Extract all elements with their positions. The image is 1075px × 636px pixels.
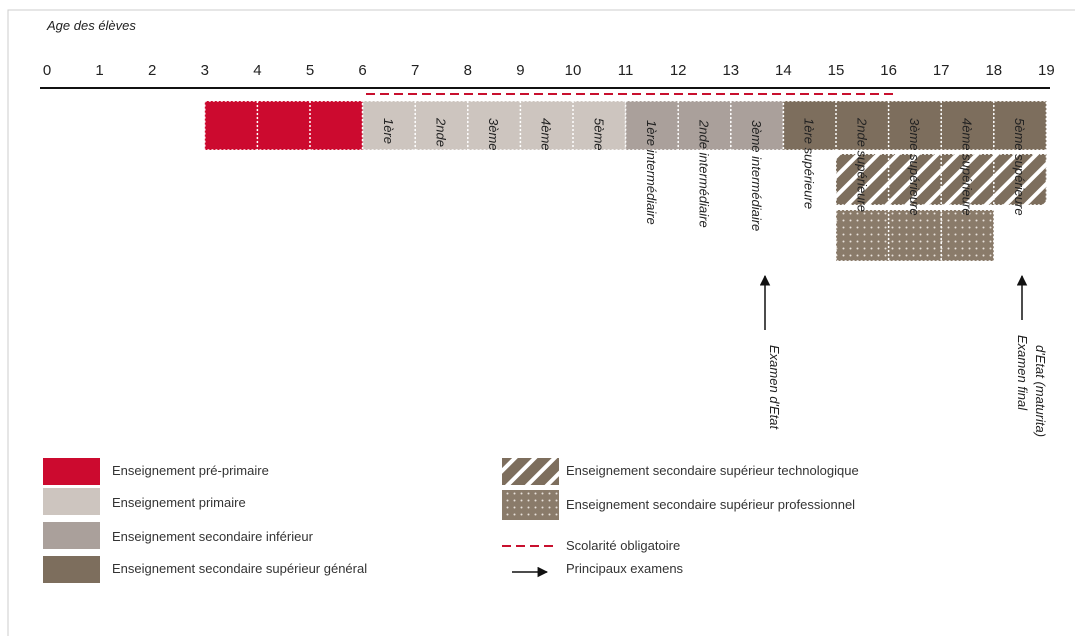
age-label: 9 bbox=[516, 62, 524, 79]
grade-label: 3ème supérieure bbox=[907, 118, 922, 216]
grade-label: 2nde bbox=[434, 117, 449, 147]
age-label: 4 bbox=[253, 62, 261, 79]
cell bbox=[993, 101, 1047, 150]
grade-label: 1ère supérieure bbox=[802, 118, 817, 209]
blocks bbox=[204, 100, 1048, 262]
legend-label: Enseignement secondaire supérieur généra… bbox=[112, 561, 367, 576]
legend-label: Enseignement secondaire inférieur bbox=[112, 529, 314, 544]
cell bbox=[941, 101, 994, 150]
grade-label: 2nde supérieure bbox=[854, 117, 869, 212]
age-label: 14 bbox=[775, 62, 792, 79]
cell bbox=[836, 154, 889, 205]
age-label: 10 bbox=[565, 62, 582, 79]
age-label: 18 bbox=[985, 62, 1002, 79]
axis-title: Age des élèves bbox=[46, 18, 136, 33]
age-label: 3 bbox=[201, 62, 209, 79]
legend-label: Enseignement secondaire supérieur techno… bbox=[566, 463, 859, 478]
legend-label: Principaux examens bbox=[566, 561, 684, 576]
cell bbox=[257, 101, 310, 150]
cell bbox=[941, 210, 994, 261]
age-label: 1 bbox=[95, 62, 103, 79]
cell bbox=[204, 101, 258, 150]
exam-label: Examen d'Etat bbox=[767, 345, 782, 431]
age-label: 15 bbox=[828, 62, 845, 79]
age-label: 8 bbox=[464, 62, 472, 79]
grade-label: 3ème bbox=[486, 118, 501, 151]
grade-label: 5ème supérieure bbox=[1012, 118, 1027, 216]
grade-label: 1ère bbox=[381, 118, 396, 144]
cell bbox=[888, 154, 942, 205]
cell bbox=[888, 210, 942, 261]
cell bbox=[783, 101, 836, 150]
cell bbox=[836, 210, 889, 261]
legend-label: Scolarité obligatoire bbox=[566, 538, 680, 553]
legend-swatch bbox=[43, 522, 100, 549]
cell bbox=[730, 101, 784, 150]
legend-label: Enseignement pré-primaire bbox=[112, 463, 269, 478]
grade-label: 3ème intermédiaire bbox=[749, 120, 764, 231]
age-label: 11 bbox=[618, 62, 634, 79]
cell bbox=[362, 101, 416, 150]
legend-label: Enseignement secondaire supérieur profes… bbox=[566, 497, 855, 512]
legend: Enseignement pré-primaire Enseignement p… bbox=[43, 458, 859, 583]
grade-label: 2nde intermédiaire bbox=[697, 119, 712, 228]
age-label: 6 bbox=[358, 62, 366, 79]
grade-label: 4ème bbox=[539, 118, 554, 151]
cell-border bbox=[624, 100, 785, 151]
cell bbox=[520, 101, 573, 150]
legend-swatch bbox=[502, 490, 559, 520]
cell bbox=[415, 101, 468, 150]
age-label: 13 bbox=[722, 62, 739, 79]
age-label: 2 bbox=[148, 62, 156, 79]
age-label: 7 bbox=[411, 62, 419, 79]
exam-label: d'Etat (maturita) bbox=[1033, 345, 1048, 437]
legend-label: Enseignement primaire bbox=[112, 495, 246, 510]
cell bbox=[836, 101, 889, 150]
cell bbox=[625, 101, 679, 150]
legend-swatch bbox=[43, 488, 100, 515]
cell bbox=[573, 101, 626, 150]
cell bbox=[678, 101, 731, 150]
cell-border bbox=[835, 209, 995, 262]
grade-label: 4ème supérieure bbox=[960, 118, 975, 216]
cell bbox=[941, 154, 994, 205]
age-label: 12 bbox=[670, 62, 687, 79]
legend-swatch bbox=[43, 458, 100, 485]
exam-label: Examen final bbox=[1015, 335, 1030, 411]
age-label: 5 bbox=[306, 62, 314, 79]
age-label: 19 bbox=[1038, 62, 1055, 79]
cell bbox=[310, 101, 363, 150]
cell-border bbox=[204, 100, 364, 151]
frame bbox=[7, 9, 1075, 636]
age-label: 0 bbox=[43, 62, 51, 79]
legend-swatch bbox=[502, 458, 559, 485]
age-label: 17 bbox=[933, 62, 950, 79]
legend-swatch bbox=[43, 556, 100, 583]
age-label: 16 bbox=[880, 62, 897, 79]
cell bbox=[993, 154, 1047, 205]
cell bbox=[888, 101, 942, 150]
cell bbox=[467, 101, 521, 150]
labels: 1ère 2nde 3ème 4ème 5ème 1ère intermédiaire 2n… bbox=[381, 117, 1048, 437]
grade-label: 5ème bbox=[591, 118, 606, 151]
cell-border bbox=[835, 153, 1048, 206]
grade-label: 1ère intermédiaire bbox=[644, 120, 659, 225]
